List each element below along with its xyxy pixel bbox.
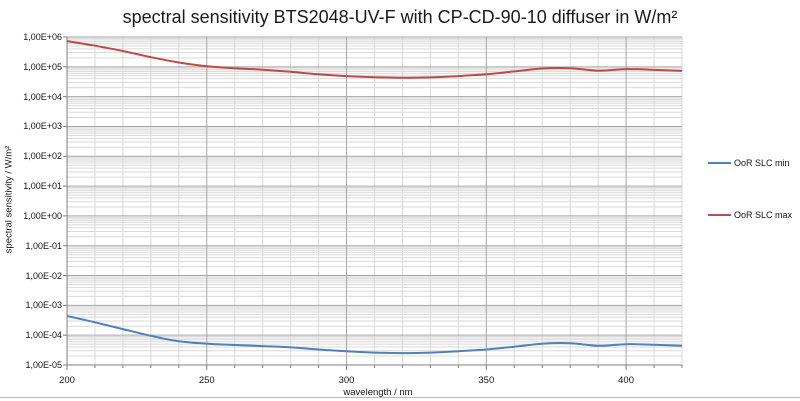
x-tick-label: 400 <box>618 375 635 386</box>
bottom-border <box>0 397 800 398</box>
legend-label-max: OoR SLC max <box>734 210 793 220</box>
y-tick-label: 1,00E+00 <box>23 210 62 221</box>
series-line-oor-slc-min <box>66 315 683 355</box>
y-tick-label: 1,00E-02 <box>25 270 62 281</box>
y-axis-title: spectral sensitivity / W/m² <box>3 145 15 254</box>
legend-item-max: OoR SLC max <box>708 209 792 221</box>
legend-swatch-min-icon <box>708 162 731 164</box>
x-tick-label: 200 <box>59 375 75 386</box>
chart-title: spectral sensitivity BTS2048-UV-F with C… <box>122 7 678 27</box>
legend-label-min: OoR SLC min <box>734 158 790 168</box>
x-axis-title: wavelength / nm <box>343 387 413 398</box>
legend-item-min: OoR SLC min <box>708 157 790 169</box>
legend-swatch-max-icon <box>708 214 731 216</box>
y-tick-label: 1,00E+01 <box>23 181 62 192</box>
y-tick-label: 1,00E+03 <box>23 121 62 132</box>
y-tick-label: 1,00E+06 <box>23 32 62 42</box>
y-tick-label: 1,00E-01 <box>25 240 62 251</box>
series-line-oor-slc-max <box>66 40 683 79</box>
x-tick-label: 300 <box>338 375 355 386</box>
y-tick-label: 1,00E+02 <box>23 151 62 162</box>
x-tick-label: 350 <box>478 375 495 386</box>
x-tick-label: 250 <box>198 375 215 386</box>
y-tick-label: 1,00E+05 <box>23 61 62 72</box>
y-tick-label: 1,00E-03 <box>25 300 62 311</box>
y-tick-label: 1,00E+04 <box>23 91 62 102</box>
y-tick-label: 1,00E-05 <box>25 360 62 370</box>
y-tick-label: 1,00E-04 <box>25 330 62 341</box>
